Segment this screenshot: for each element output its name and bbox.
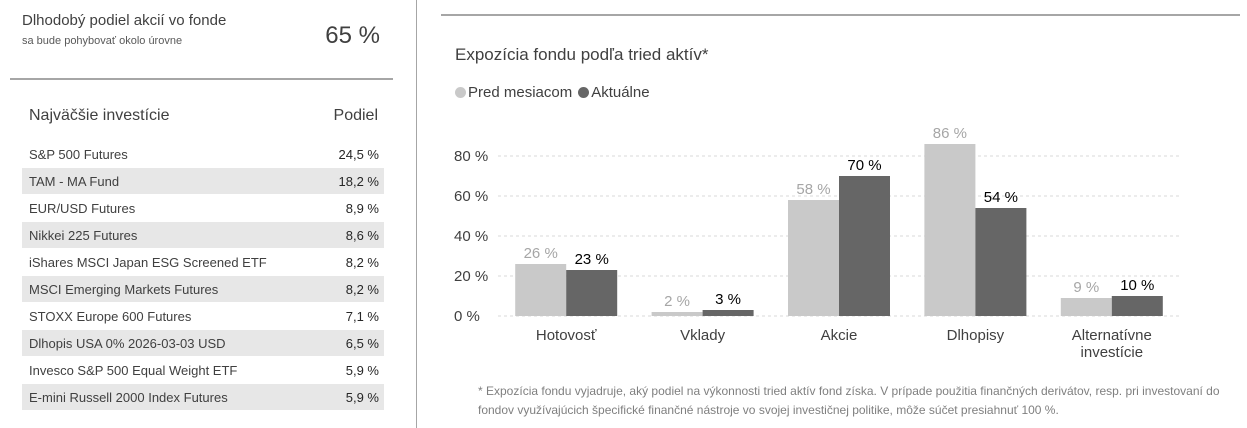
bar — [788, 200, 839, 316]
holding-share: 18,2 % — [338, 174, 379, 189]
holding-row: EUR/USD Futures 8,9 % — [22, 195, 384, 221]
holding-row: E-mini Russell 2000 Index Futures 5,9 % — [22, 384, 384, 410]
equity-share-label: Dlhodobý podiel akcií vo fonde — [22, 12, 227, 29]
legend-item-previous: Pred mesiacom — [455, 84, 572, 101]
y-tick-label: 80 % — [454, 148, 488, 165]
x-tick-label: investície — [1081, 344, 1144, 361]
bar — [515, 264, 567, 316]
holding-share: 8,2 % — [345, 255, 379, 270]
holding-share: 8,2 % — [345, 282, 379, 297]
data-label: 2 % — [664, 293, 690, 310]
data-label: 3 % — [715, 291, 741, 308]
holding-name: Invesco S&P 500 Equal Weight ETF — [29, 363, 238, 378]
holding-row: Nikkei 225 Futures 8,6 % — [22, 222, 384, 248]
holding-row: Invesco S&P 500 Equal Weight ETF 5,9 % — [22, 357, 384, 383]
divider — [10, 78, 393, 80]
data-label: 86 % — [933, 125, 967, 142]
holding-row: MSCI Emerging Markets Futures 8,2 % — [22, 276, 384, 302]
equity-share-value: 65 % — [325, 22, 380, 49]
bar — [1111, 296, 1163, 316]
legend-swatch-current — [578, 87, 590, 98]
bar — [975, 208, 1027, 316]
data-label: 26 % — [524, 245, 558, 262]
chart-legend: Pred mesiacom Aktuálne — [455, 84, 656, 101]
holding-name: MSCI Emerging Markets Futures — [29, 282, 219, 297]
holding-row: Dlhopis USA 0% 2026-03-03 USD 6,5 % — [22, 330, 384, 356]
holding-row: TAM - MA Fund 18,2 % — [22, 168, 384, 194]
legend-label-previous: Pred mesiacom — [468, 84, 573, 101]
holdings-header-name: Najväčšie investície — [29, 107, 170, 124]
holding-row: S&P 500 Futures 24,5 % — [22, 141, 384, 167]
data-label: 58 % — [796, 181, 830, 198]
holding-row: STOXX Europe 600 Futures 7,1 % — [22, 303, 384, 329]
x-tick-label: Alternatívne — [1072, 327, 1152, 344]
holding-row: iShares MSCI Japan ESG Screened ETF 8,2 … — [22, 249, 384, 275]
holding-name: Nikkei 225 Futures — [29, 228, 138, 243]
holding-name: iShares MSCI Japan ESG Screened ETF — [29, 255, 267, 270]
chart-title: Expozícia fondu podľa tried aktív* — [455, 45, 709, 64]
x-tick-label: Dlhopisy — [947, 327, 1005, 344]
left-panel — [0, 0, 417, 428]
y-tick-label: 20 % — [454, 268, 488, 285]
data-label: 23 % — [575, 251, 609, 268]
y-tick-label: 60 % — [454, 188, 488, 205]
holdings-header-share: Podiel — [333, 107, 378, 124]
holding-share: 24,5 % — [338, 147, 379, 162]
x-tick-label: Vklady — [680, 327, 726, 344]
holding-name: Dlhopis USA 0% 2026-03-03 USD — [29, 336, 226, 351]
bar — [651, 312, 703, 316]
holding-name: TAM - MA Fund — [29, 174, 120, 189]
data-label: 70 % — [847, 157, 881, 174]
data-label: 9 % — [1073, 279, 1099, 296]
holding-name: EUR/USD Futures — [29, 201, 136, 216]
legend-item-current: Aktuálne — [578, 84, 650, 101]
holding-name: STOXX Europe 600 Futures — [29, 309, 192, 324]
holding-share: 8,9 % — [345, 201, 379, 216]
chart-footnote: * Expozícia fondu vyjadruje, aký podiel … — [478, 384, 1220, 417]
bar — [566, 270, 618, 316]
data-label: 54 % — [984, 189, 1018, 206]
legend-label-current: Aktuálne — [591, 84, 650, 101]
holding-share: 5,9 % — [345, 390, 379, 405]
legend-swatch-previous — [455, 87, 466, 98]
holding-name: S&P 500 Futures — [29, 147, 128, 162]
x-tick-label: Hotovosť — [536, 327, 597, 344]
y-tick-label: 0 % — [454, 308, 480, 325]
bar — [839, 176, 890, 316]
data-label: 10 % — [1120, 277, 1154, 294]
holding-share: 6,5 % — [345, 336, 379, 351]
holding-share: 8,6 % — [345, 228, 379, 243]
x-tick-label: Akcie — [821, 327, 858, 344]
bar — [702, 310, 754, 316]
holding-share: 5,9 % — [345, 363, 379, 378]
chart-top-rule — [441, 14, 1240, 16]
bar — [1060, 298, 1112, 316]
holding-share: 7,1 % — [345, 309, 379, 324]
y-tick-label: 40 % — [454, 228, 488, 245]
equity-share-sublabel: sa bude pohybovať okolo úrovne — [22, 35, 183, 47]
bar — [924, 144, 976, 316]
holding-name: E-mini Russell 2000 Index Futures — [29, 390, 228, 405]
